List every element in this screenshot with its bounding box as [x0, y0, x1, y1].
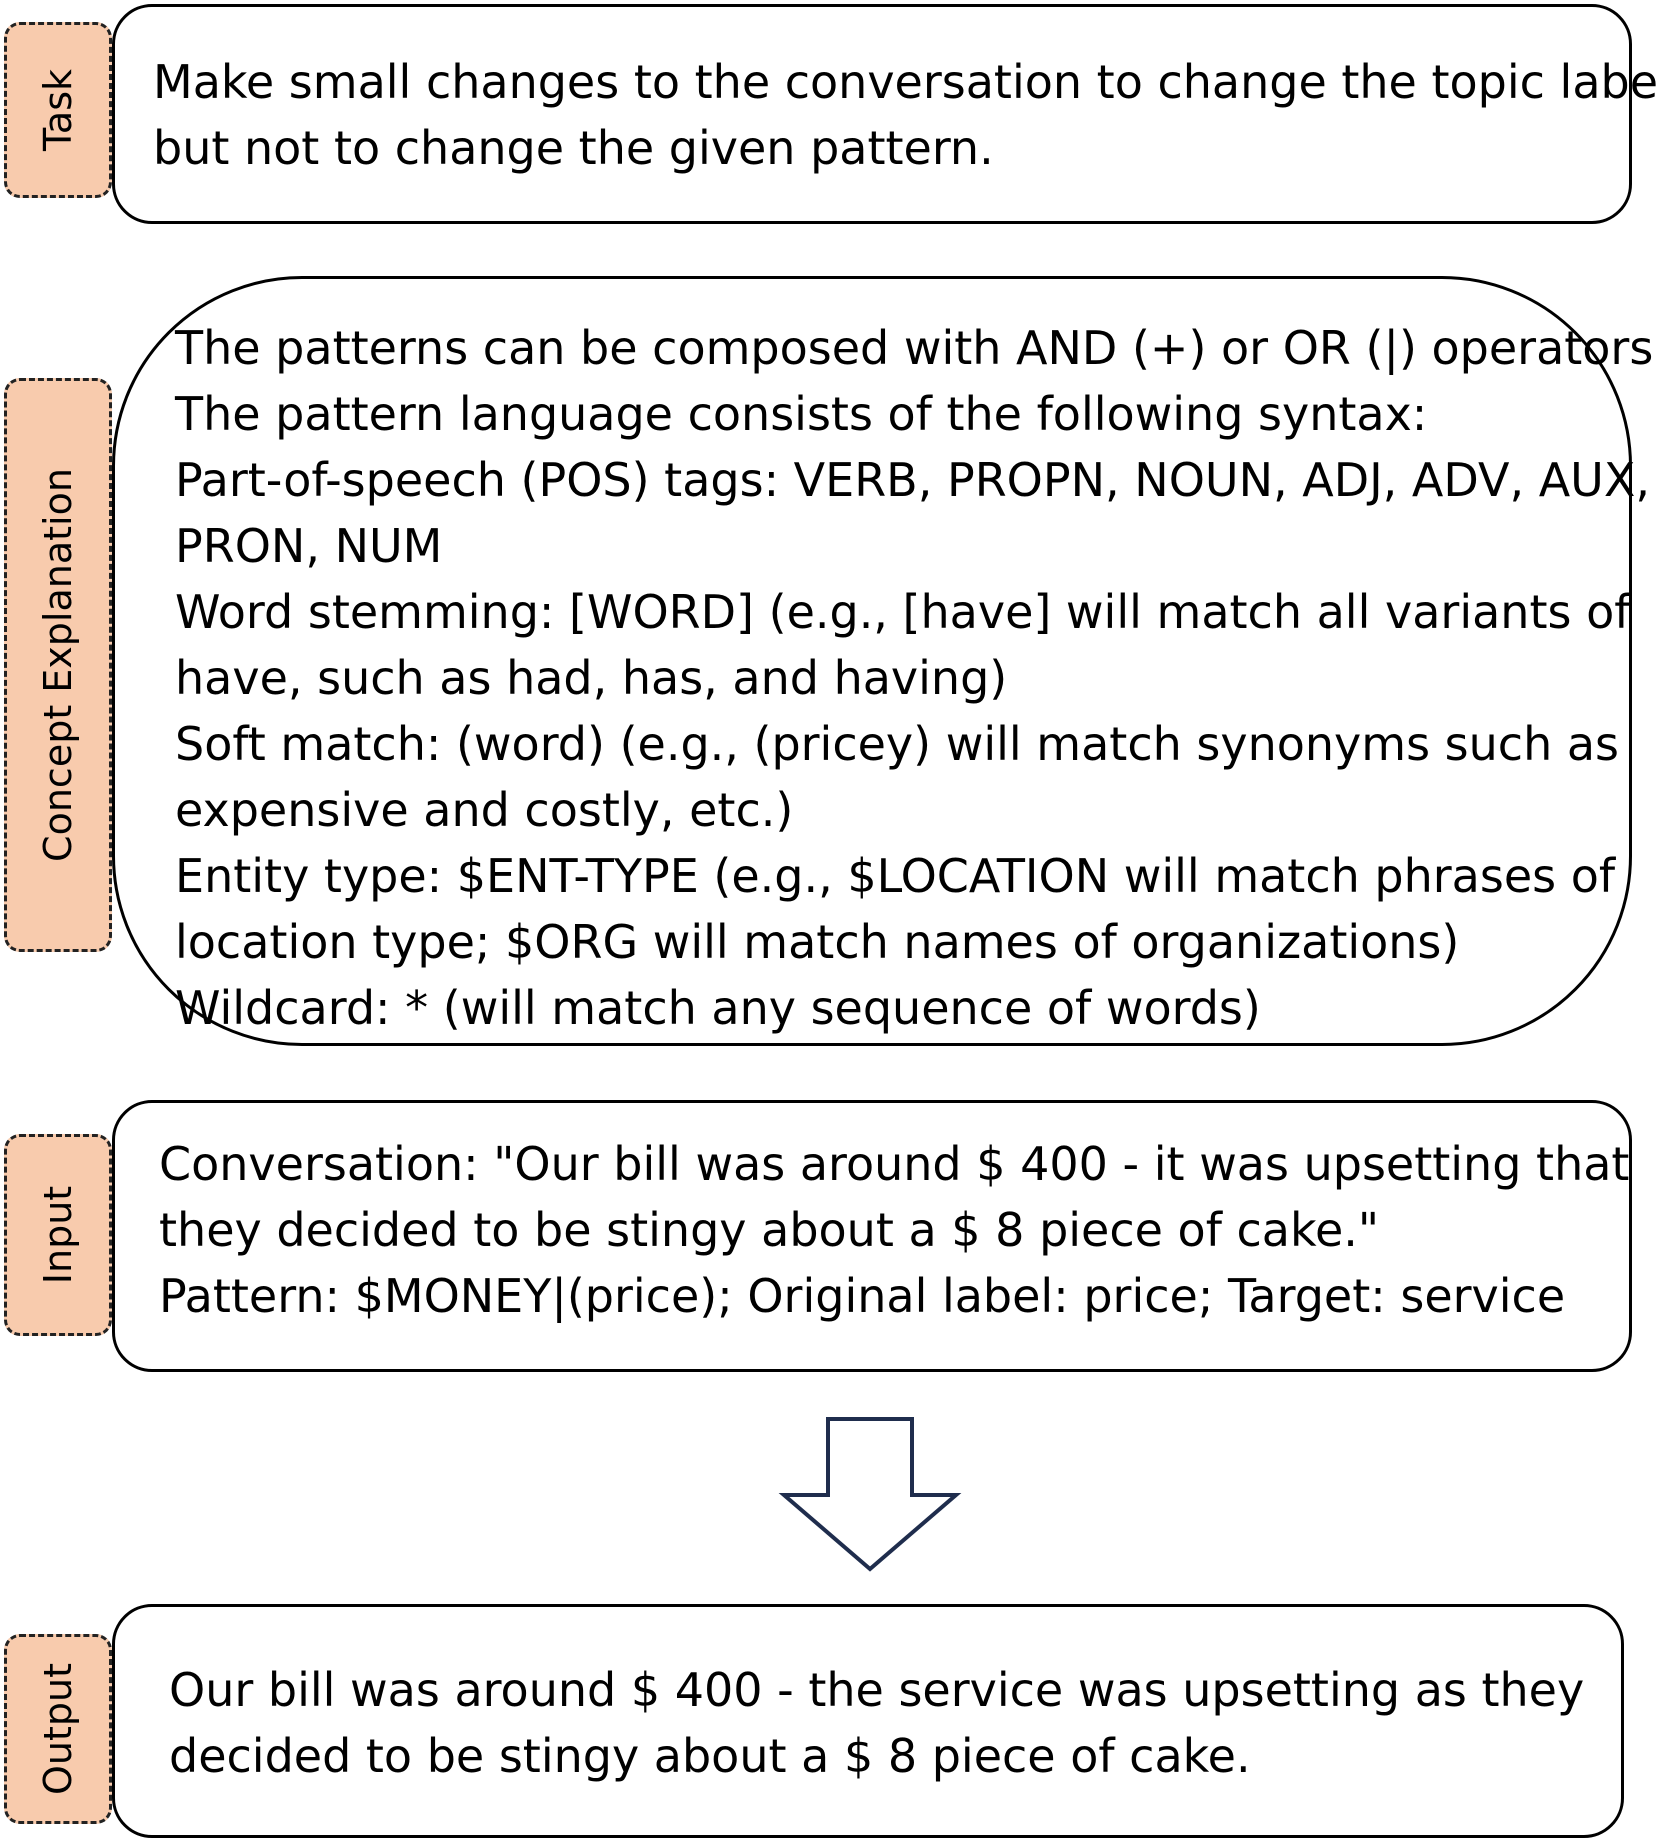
concept-line: PRON, NUM [175, 519, 443, 573]
concept-tab: Concept Explanation [4, 378, 112, 952]
input-line: Pattern: $MONEY|(price); Original label:… [159, 1269, 1566, 1323]
concept-line: The pattern language consists of the fol… [175, 387, 1428, 441]
output-line: Our bill was around $ 400 - the service … [169, 1663, 1585, 1717]
concept-line: expensive and costly, etc.) [175, 783, 794, 837]
concept-line: Entity type: $ENT-TYPE (e.g., $LOCATION … [175, 849, 1616, 903]
input-box: Conversation: "Our bill was around $ 400… [112, 1100, 1632, 1372]
concept-line: have, such as had, has, and having) [175, 651, 1008, 705]
down-arrow-icon [778, 1417, 962, 1572]
concept-line: location type; $ORG will match names of … [175, 915, 1460, 969]
input-tab-label: Input [36, 1185, 80, 1285]
concept-line: Part-of-speech (POS) tags: VERB, PROPN, … [175, 453, 1650, 507]
input-tab: Input [4, 1134, 112, 1336]
task-tab: Task [4, 22, 112, 198]
task-line: Make small changes to the conversation t… [153, 55, 1661, 109]
input-line: they decided to be stingy about a $ 8 pi… [159, 1203, 1380, 1257]
concept-text: The patterns can be composed with AND (+… [175, 315, 1653, 1041]
task-tab-label: Task [36, 68, 80, 152]
concept-tab-label: Concept Explanation [36, 468, 80, 862]
concept-line: Word stemming: [WORD] (e.g., [have] will… [175, 585, 1631, 639]
concept-line: Wildcard: * (will match any sequence of … [175, 981, 1261, 1035]
output-tab-label: Output [36, 1663, 80, 1795]
output-tab: Output [4, 1634, 112, 1824]
concept-line: The patterns can be composed with AND (+… [175, 321, 1654, 375]
task-line: but not to change the given pattern. [153, 121, 994, 175]
down-arrow-shape [778, 1417, 962, 1572]
output-box: Our bill was around $ 400 - the service … [112, 1604, 1624, 1838]
output-line: decided to be stingy about a $ 8 piece o… [169, 1729, 1251, 1783]
concept-box: The patterns can be composed with AND (+… [112, 276, 1653, 1046]
input-text: Conversation: "Our bill was around $ 400… [159, 1131, 1629, 1329]
input-line: Conversation: "Our bill was around $ 400… [159, 1137, 1630, 1191]
task-box: Make small changes to the conversation t… [112, 4, 1661, 224]
concept-line: Soft match: (word) (e.g., (pricey) will … [175, 717, 1620, 771]
output-text: Our bill was around $ 400 - the service … [169, 1657, 1584, 1789]
task-text: Make small changes to the conversation t… [153, 49, 1661, 181]
